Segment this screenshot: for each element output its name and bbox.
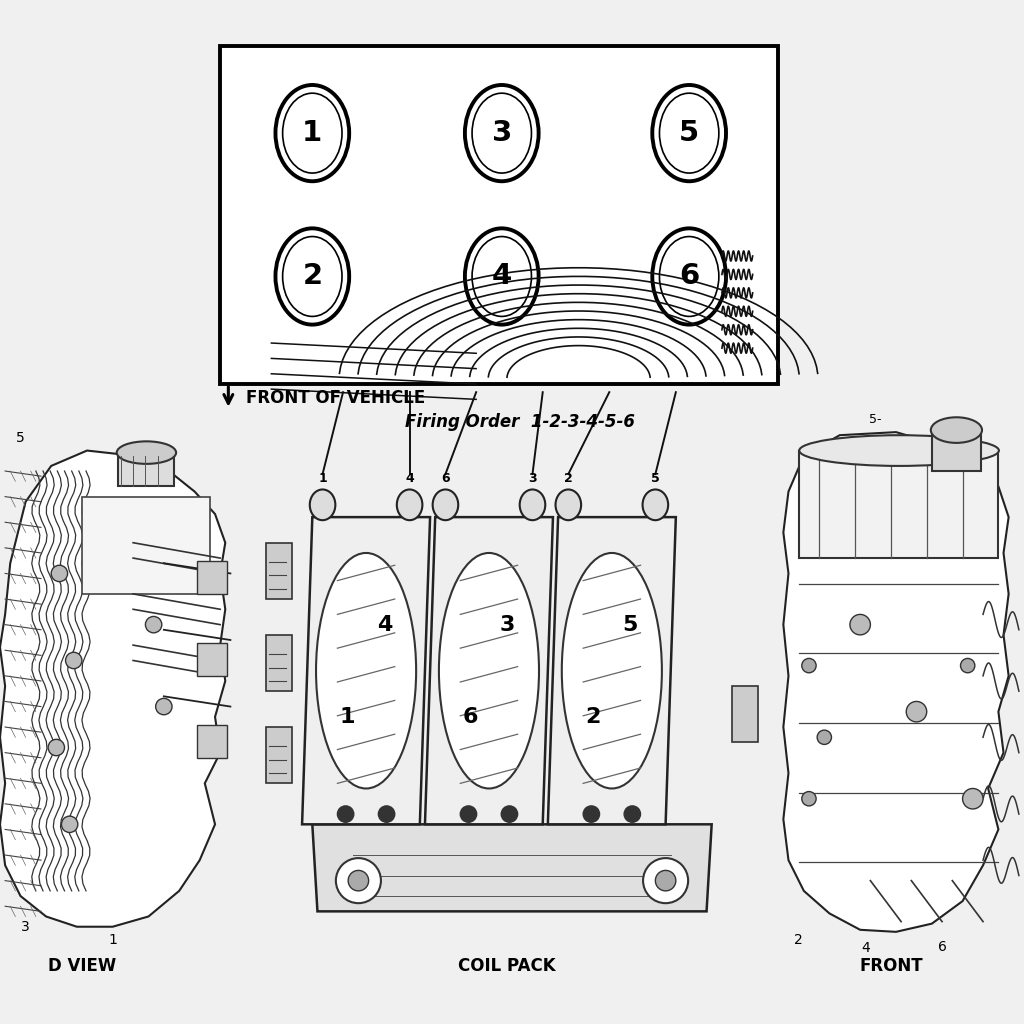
Ellipse shape — [555, 489, 582, 520]
Text: Firing Order  1-2-3-4-5-6: Firing Order 1-2-3-4-5-6 — [406, 413, 635, 431]
Circle shape — [66, 652, 82, 669]
Text: 4: 4 — [861, 941, 869, 955]
Ellipse shape — [652, 85, 726, 181]
Ellipse shape — [283, 93, 342, 173]
Circle shape — [145, 616, 162, 633]
Text: 1: 1 — [109, 933, 117, 947]
Text: 1: 1 — [340, 707, 355, 727]
Bar — [266, 635, 292, 691]
Ellipse shape — [309, 489, 336, 520]
Circle shape — [584, 806, 600, 822]
Bar — [220, 46, 778, 384]
Circle shape — [348, 870, 369, 891]
Bar — [799, 451, 998, 558]
Bar — [197, 725, 227, 758]
Circle shape — [850, 614, 870, 635]
Ellipse shape — [659, 237, 719, 316]
Text: 4: 4 — [492, 262, 512, 291]
Bar — [266, 727, 292, 783]
Bar — [82, 497, 210, 594]
Bar — [732, 686, 758, 742]
Circle shape — [802, 792, 816, 806]
Text: 2: 2 — [564, 472, 572, 484]
Circle shape — [906, 701, 927, 722]
Text: 4: 4 — [406, 472, 414, 484]
Text: 6: 6 — [441, 472, 450, 484]
Text: 6: 6 — [463, 707, 478, 727]
Circle shape — [48, 739, 65, 756]
Polygon shape — [312, 824, 712, 911]
Circle shape — [655, 870, 676, 891]
Ellipse shape — [432, 489, 459, 520]
Text: FRONT OF VEHICLE: FRONT OF VEHICLE — [246, 389, 425, 408]
Text: 6: 6 — [679, 262, 699, 291]
Ellipse shape — [472, 237, 531, 316]
Text: 5: 5 — [679, 119, 699, 147]
Ellipse shape — [275, 228, 349, 325]
Ellipse shape — [799, 435, 999, 466]
Circle shape — [961, 658, 975, 673]
Polygon shape — [425, 517, 553, 824]
Ellipse shape — [931, 418, 982, 443]
Polygon shape — [783, 432, 1009, 932]
Circle shape — [643, 858, 688, 903]
Text: COIL PACK: COIL PACK — [458, 956, 556, 975]
Ellipse shape — [562, 553, 662, 788]
Text: 3: 3 — [22, 920, 30, 934]
Text: 2: 2 — [795, 933, 803, 947]
Circle shape — [625, 806, 641, 822]
Text: 3: 3 — [528, 472, 537, 484]
Circle shape — [51, 565, 68, 582]
Circle shape — [963, 788, 983, 809]
Ellipse shape — [520, 489, 545, 520]
Ellipse shape — [652, 228, 726, 325]
Bar — [932, 432, 981, 471]
Text: 5: 5 — [16, 431, 25, 445]
Ellipse shape — [275, 85, 349, 181]
Bar — [197, 561, 227, 594]
Ellipse shape — [472, 93, 531, 173]
Bar — [266, 543, 292, 599]
Text: 2: 2 — [586, 707, 601, 727]
Circle shape — [461, 806, 477, 822]
Polygon shape — [302, 517, 430, 824]
Text: 5: 5 — [651, 472, 659, 484]
Ellipse shape — [465, 85, 539, 181]
Bar — [197, 643, 227, 676]
Text: 6: 6 — [938, 940, 946, 954]
Bar — [118, 456, 174, 486]
Text: 3: 3 — [500, 614, 515, 635]
Text: 5: 5 — [623, 614, 638, 635]
Text: 2: 2 — [302, 262, 323, 291]
Ellipse shape — [643, 489, 668, 520]
Ellipse shape — [465, 228, 539, 325]
Circle shape — [61, 816, 78, 833]
Ellipse shape — [659, 93, 719, 173]
Ellipse shape — [117, 441, 176, 464]
Circle shape — [156, 698, 172, 715]
Polygon shape — [0, 451, 225, 927]
Circle shape — [817, 730, 831, 744]
Ellipse shape — [439, 553, 539, 788]
Circle shape — [337, 806, 354, 822]
Polygon shape — [548, 517, 676, 824]
Ellipse shape — [316, 553, 416, 788]
Text: D VIEW: D VIEW — [48, 956, 116, 975]
Text: 4: 4 — [377, 614, 392, 635]
Text: 5-: 5- — [869, 414, 882, 426]
Text: FRONT: FRONT — [859, 956, 923, 975]
Circle shape — [336, 858, 381, 903]
Circle shape — [802, 658, 816, 673]
Ellipse shape — [396, 489, 422, 520]
Text: 1: 1 — [302, 119, 323, 147]
Ellipse shape — [283, 237, 342, 316]
Circle shape — [502, 806, 518, 822]
Circle shape — [379, 806, 395, 822]
Text: 3: 3 — [492, 119, 512, 147]
Text: 1: 1 — [318, 472, 327, 484]
